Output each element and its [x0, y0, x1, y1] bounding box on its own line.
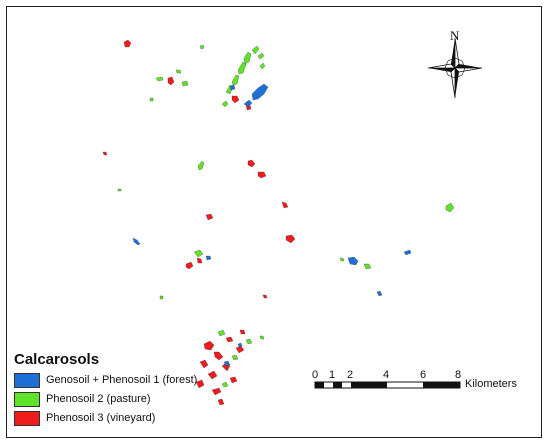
pasture-patch [245, 338, 253, 345]
pasture-patch [231, 354, 239, 361]
forest-patch [223, 360, 231, 367]
vineyard-patch [185, 261, 194, 270]
forest-patch [132, 237, 141, 246]
scale-tick-2: 2 [347, 369, 354, 381]
soil-patches [102, 39, 455, 406]
pasture-patch [259, 62, 266, 70]
vineyard-patch [225, 336, 234, 343]
scale-tick-4: 4 [383, 369, 390, 381]
vineyard-patch [196, 257, 203, 264]
pasture-patch [155, 76, 164, 82]
vineyard-patch [247, 159, 256, 168]
legend: Calcarosols Genosoil + Phenosoil 1 (fore… [14, 351, 204, 429]
scale-tick-8: 8 [455, 369, 462, 381]
north-arrow-icon [427, 37, 483, 99]
pasture-patch [199, 44, 205, 50]
pasture-patch [251, 45, 260, 55]
pasture-patch [221, 100, 229, 108]
pasture-patch [231, 74, 240, 86]
forest-patch [347, 256, 359, 266]
pasture-patch [363, 263, 372, 270]
vineyard-patch [231, 95, 240, 104]
legend-title: Calcarosols [14, 351, 100, 368]
vineyard-patch [195, 379, 205, 389]
forest-patch [237, 342, 243, 348]
forest-patch [251, 83, 269, 101]
legend-item-pasture: Phenosoil 2 (pasture) [14, 391, 204, 407]
vineyard-patch [235, 345, 245, 354]
pasture-patch [197, 160, 205, 171]
pasture-patch [159, 295, 164, 300]
scale-tick-6: 6 [420, 369, 427, 381]
legend-swatch-vineyard [14, 410, 40, 426]
vineyard-patch [199, 359, 209, 369]
pasture-patch [217, 329, 226, 337]
scale-bar [314, 381, 461, 389]
pasture-patch [257, 52, 265, 60]
pasture-patch [149, 97, 154, 102]
forest-patch [376, 290, 383, 297]
legend-label-vineyard: Phenosoil 3 (vineyard) [46, 412, 156, 424]
scale-unit-label: Kilometers [465, 378, 517, 390]
vineyard-patch [217, 398, 225, 406]
vineyard-patch [262, 294, 268, 299]
vineyard-patch [102, 151, 108, 156]
pasture-patch [193, 249, 204, 258]
pasture-patch [181, 80, 189, 87]
forest-patch [205, 255, 212, 261]
vineyard-patch [123, 39, 132, 48]
legend-label-forest: Genosoil + Phenosoil 1 (forest) [46, 374, 198, 386]
pasture-patch [237, 61, 247, 75]
pasture-patch [445, 202, 455, 213]
legend-swatch-forest [14, 372, 40, 388]
vineyard-patch [207, 370, 218, 380]
legend-item-forest: Genosoil + Phenosoil 1 (forest) [14, 372, 204, 388]
pasture-patch [339, 257, 345, 262]
legend-item-vineyard: Phenosoil 3 (vineyard) [14, 410, 204, 426]
forest-patch [243, 99, 253, 108]
vineyard-patch [285, 234, 296, 244]
vineyard-patch [203, 340, 215, 351]
legend-label-pasture: Phenosoil 2 (pasture) [46, 393, 151, 405]
vineyard-patch [213, 351, 224, 361]
vineyard-patch [281, 201, 289, 209]
pasture-patch [117, 188, 122, 192]
vineyard-patch [257, 171, 267, 179]
vineyard-patch [239, 329, 246, 335]
legend-swatch-pasture [14, 391, 40, 407]
vineyard-patch [229, 376, 238, 384]
pasture-patch [175, 69, 182, 74]
scale-tick-1: 1 [329, 369, 336, 381]
pasture-patch [243, 51, 252, 65]
forest-patch [229, 84, 236, 91]
pasture-patch [259, 335, 265, 340]
vineyard-patch [205, 213, 214, 221]
pasture-patch [221, 381, 229, 388]
vineyard-patch [167, 76, 175, 86]
north-label: N [450, 28, 460, 43]
forest-patch [403, 249, 412, 256]
scale-tick-0: 0 [312, 369, 319, 381]
vineyard-patch [211, 387, 222, 396]
